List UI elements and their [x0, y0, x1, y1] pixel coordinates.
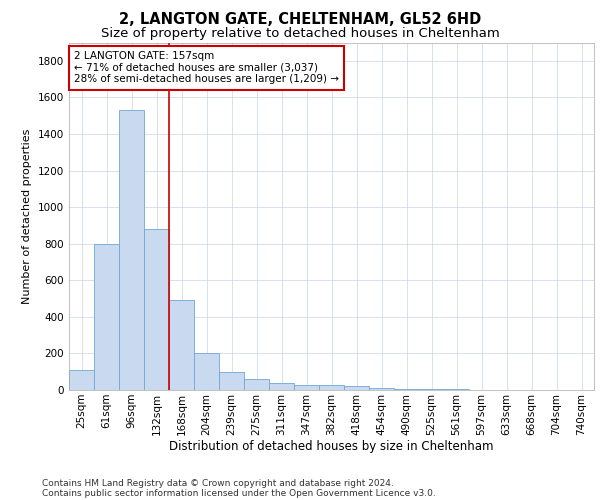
Bar — [69, 370, 94, 390]
Bar — [269, 383, 294, 390]
Bar — [119, 110, 144, 390]
Text: Contains public sector information licensed under the Open Government Licence v3: Contains public sector information licen… — [42, 488, 436, 498]
Text: 2 LANGTON GATE: 157sqm
← 71% of detached houses are smaller (3,037)
28% of semi-: 2 LANGTON GATE: 157sqm ← 71% of detached… — [74, 51, 339, 84]
Bar — [219, 372, 244, 390]
Bar — [369, 388, 394, 390]
Bar — [144, 229, 169, 390]
Bar — [244, 379, 269, 390]
X-axis label: Distribution of detached houses by size in Cheltenham: Distribution of detached houses by size … — [169, 440, 494, 454]
Text: Size of property relative to detached houses in Cheltenham: Size of property relative to detached ho… — [101, 28, 499, 40]
Text: 2, LANGTON GATE, CHELTENHAM, GL52 6HD: 2, LANGTON GATE, CHELTENHAM, GL52 6HD — [119, 12, 481, 28]
Text: Contains HM Land Registry data © Crown copyright and database right 2024.: Contains HM Land Registry data © Crown c… — [42, 478, 394, 488]
Bar — [94, 244, 119, 390]
Bar — [294, 385, 319, 390]
Bar — [344, 386, 369, 390]
Bar — [319, 385, 344, 390]
Bar — [394, 389, 419, 390]
Bar — [169, 300, 194, 390]
Y-axis label: Number of detached properties: Number of detached properties — [22, 128, 32, 304]
Bar — [194, 352, 219, 390]
